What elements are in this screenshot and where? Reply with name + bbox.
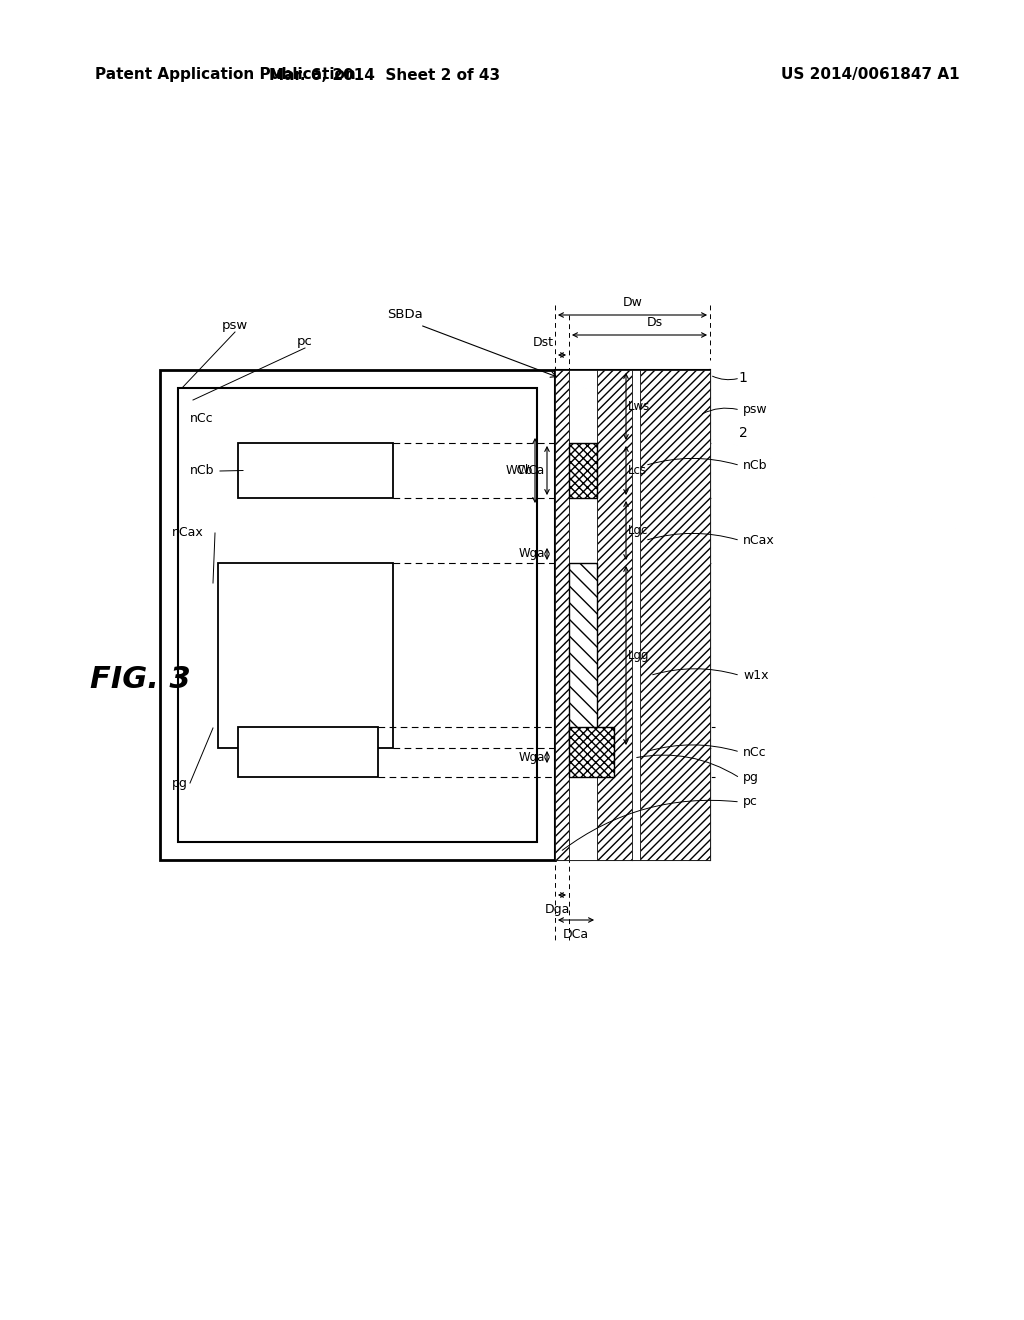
- Text: WCb: WCb: [506, 465, 534, 477]
- Text: Wga: Wga: [518, 751, 545, 763]
- Text: US 2014/0061847 A1: US 2014/0061847 A1: [780, 67, 959, 82]
- Text: SBDa: SBDa: [387, 309, 423, 322]
- Bar: [238, 727, 378, 777]
- Bar: [632, 370, 640, 861]
- Text: Ds: Ds: [646, 317, 663, 330]
- Text: Lws: Lws: [628, 400, 650, 413]
- Bar: [597, 370, 632, 861]
- Text: 1: 1: [738, 371, 748, 385]
- Text: pc: pc: [743, 796, 758, 808]
- Text: nCc: nCc: [190, 412, 214, 425]
- Text: Patent Application Publication: Patent Application Publication: [95, 67, 355, 82]
- Text: w1x: w1x: [743, 669, 768, 682]
- Text: 2: 2: [738, 426, 748, 440]
- Text: psw: psw: [222, 318, 248, 331]
- Text: Wga: Wga: [518, 548, 545, 561]
- Text: FIG. 3: FIG. 3: [90, 665, 190, 694]
- Text: Dga: Dga: [545, 903, 569, 916]
- Text: pg: pg: [172, 776, 187, 789]
- Bar: [218, 564, 393, 748]
- Text: Dw: Dw: [623, 297, 642, 309]
- Bar: [569, 370, 597, 861]
- Text: nCc: nCc: [743, 746, 767, 759]
- Bar: [555, 370, 710, 861]
- Text: DCa: DCa: [563, 928, 589, 940]
- Text: Lgc: Lgc: [628, 524, 648, 537]
- Bar: [640, 370, 710, 861]
- Text: pg: pg: [743, 771, 759, 784]
- Text: psw: psw: [743, 404, 768, 417]
- Text: Dst: Dst: [532, 337, 554, 350]
- Bar: [160, 370, 555, 861]
- Text: nCax: nCax: [743, 535, 775, 546]
- Bar: [569, 564, 597, 748]
- Bar: [555, 370, 569, 861]
- Text: nCb: nCb: [190, 465, 214, 478]
- Bar: [178, 388, 537, 842]
- Text: Lcs: Lcs: [628, 465, 647, 477]
- Text: Mar. 6, 2014  Sheet 2 of 43: Mar. 6, 2014 Sheet 2 of 43: [269, 67, 501, 82]
- Bar: [238, 444, 393, 498]
- Text: nCax: nCax: [172, 527, 204, 540]
- Bar: [569, 444, 597, 498]
- Text: pc: pc: [297, 335, 313, 348]
- Bar: [569, 727, 614, 777]
- Text: nCb: nCb: [743, 459, 768, 473]
- Text: WCa: WCa: [518, 465, 545, 477]
- Text: Lgg: Lgg: [628, 649, 649, 663]
